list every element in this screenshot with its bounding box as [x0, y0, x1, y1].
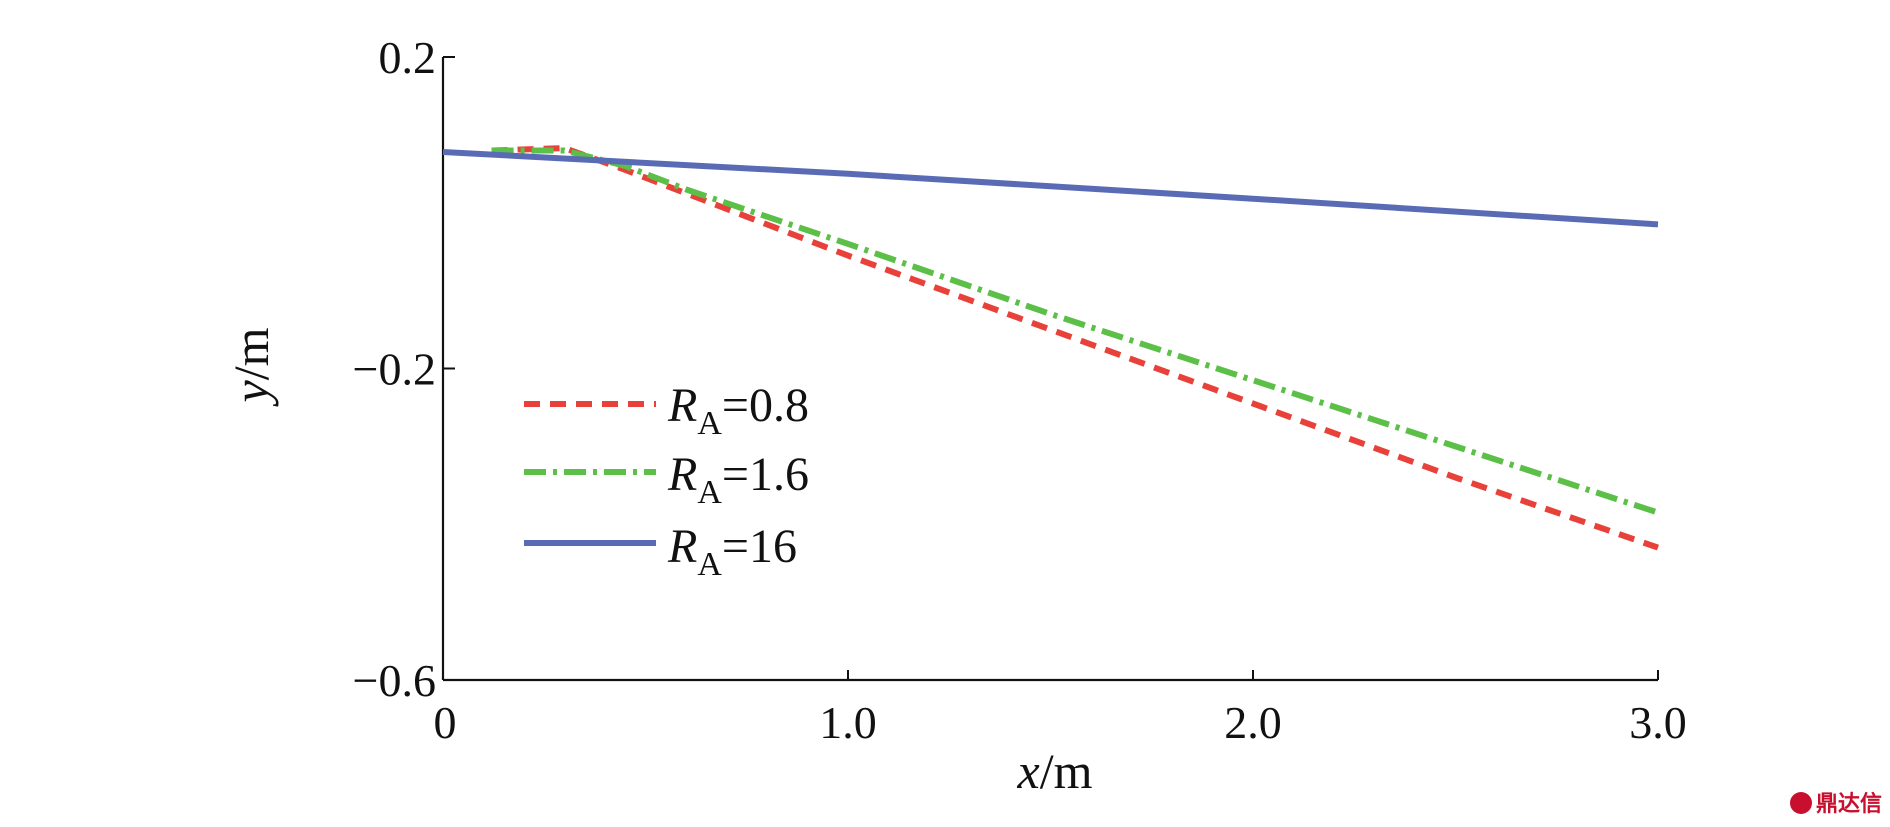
x-axis-label: x/m: [1017, 743, 1093, 799]
watermark-text: 鼎达信: [1816, 791, 1882, 817]
legend-entry-ra-1-6: RA=1.6: [524, 448, 809, 511]
x-tick-label: 1.0: [819, 697, 877, 748]
legend-label-ra-16: RA=16: [667, 520, 797, 583]
legend-label-ra-1-6: RA=1.6: [667, 448, 809, 511]
y-axis-label: y/m: [223, 327, 279, 407]
legend-entry-ra-0-8: RA=0.8: [524, 379, 809, 442]
y-axis-unit: /m: [223, 327, 279, 380]
watermark-logo-icon: [1790, 792, 1812, 814]
x-tick-label: 0: [434, 697, 457, 748]
watermark: 鼎达信: [1790, 791, 1882, 817]
x-axis-var: x: [1017, 743, 1040, 799]
plot-area: [441, 57, 1658, 682]
y-axis-var: y: [223, 380, 279, 408]
legend-label-ra-0-8: RA=0.8: [667, 379, 809, 442]
series-line-0: [491, 145, 1659, 551]
series-line-2: [442, 149, 1659, 228]
y-tick-label: −0.6: [353, 655, 436, 706]
y-tick-label: 0.2: [379, 32, 437, 83]
legend: RA=0.8 RA=1.6 RA=16: [524, 379, 809, 583]
legend-entry-ra-16: RA=16: [524, 520, 797, 583]
x-tick-label: 3.0: [1629, 697, 1687, 748]
x-tick-label: 2.0: [1224, 697, 1282, 748]
y-tick-label: −0.2: [353, 344, 436, 395]
series-layer: [442, 145, 1659, 551]
x-axis-unit: /m: [1040, 743, 1093, 799]
axis-ticks: 0 1.0 2.0 3.0 0.2 −0.2 −0.6: [353, 32, 1687, 748]
series-line-1: [491, 147, 1659, 516]
